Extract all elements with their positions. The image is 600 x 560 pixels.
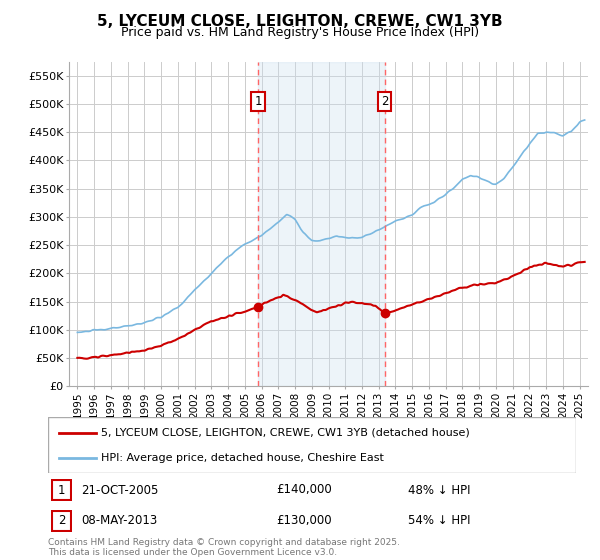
Text: 1: 1 (254, 95, 262, 108)
Bar (258, 62, 385, 386)
Text: 48% ↓ HPI: 48% ↓ HPI (408, 483, 470, 497)
Text: £130,000: £130,000 (276, 514, 332, 528)
Text: 5, LYCEUM CLOSE, LEIGHTON, CREWE, CW1 3YB (detached house): 5, LYCEUM CLOSE, LEIGHTON, CREWE, CW1 3Y… (101, 428, 470, 438)
Text: Contains HM Land Registry data © Crown copyright and database right 2025.
This d: Contains HM Land Registry data © Crown c… (48, 538, 400, 557)
FancyBboxPatch shape (52, 511, 71, 531)
FancyBboxPatch shape (48, 417, 576, 473)
Text: £140,000: £140,000 (276, 483, 332, 497)
Text: 08-MAY-2013: 08-MAY-2013 (81, 514, 157, 528)
Text: 1: 1 (58, 483, 65, 497)
Text: 54% ↓ HPI: 54% ↓ HPI (408, 514, 470, 528)
Text: 21-OCT-2005: 21-OCT-2005 (81, 483, 158, 497)
Text: HPI: Average price, detached house, Cheshire East: HPI: Average price, detached house, Ches… (101, 452, 383, 463)
Text: 2: 2 (381, 95, 388, 108)
Text: 2: 2 (58, 514, 65, 528)
FancyBboxPatch shape (52, 480, 71, 500)
Text: 5, LYCEUM CLOSE, LEIGHTON, CREWE, CW1 3YB: 5, LYCEUM CLOSE, LEIGHTON, CREWE, CW1 3Y… (97, 14, 503, 29)
Text: Price paid vs. HM Land Registry's House Price Index (HPI): Price paid vs. HM Land Registry's House … (121, 26, 479, 39)
